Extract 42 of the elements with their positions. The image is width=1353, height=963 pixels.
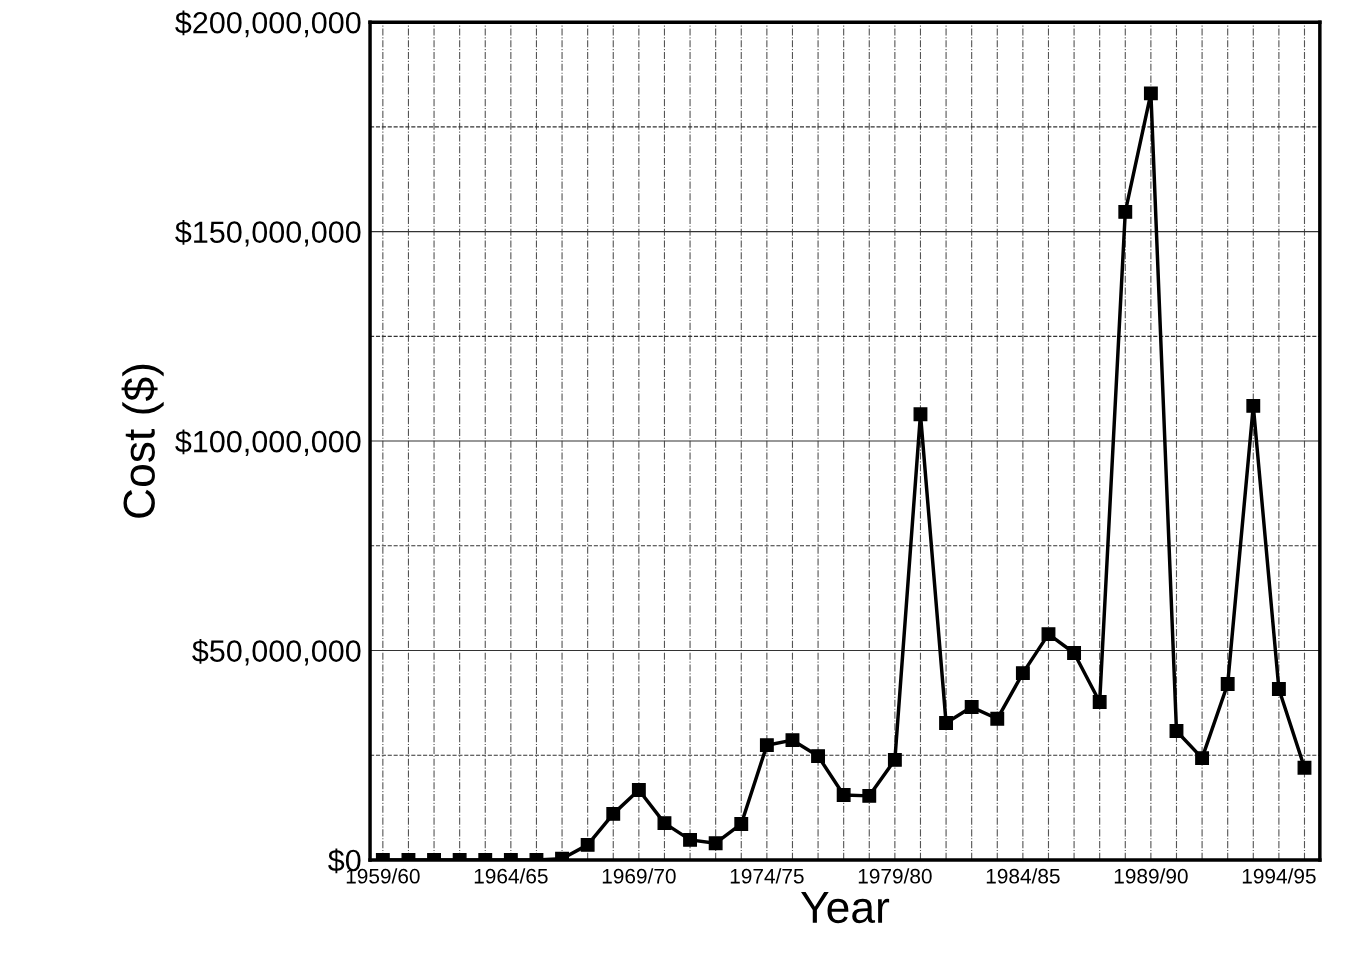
point: [683, 832, 698, 847]
x-tick-label: 1964/65: [474, 868, 548, 884]
x-axis-title: Year: [801, 892, 890, 924]
point: [708, 836, 723, 851]
point: [1246, 398, 1261, 413]
y-axis-title: Cost ($): [121, 364, 164, 518]
point: [1220, 677, 1235, 691]
point: [836, 788, 851, 802]
point: [1271, 682, 1286, 696]
point: [785, 733, 800, 748]
point: [939, 716, 954, 730]
point: [862, 788, 877, 803]
point: [734, 816, 749, 831]
x-tick-label: 1969/70: [602, 868, 676, 884]
y-tick-label: $100,000,000: [175, 429, 361, 457]
y-tick-label: $150,000,000: [175, 220, 361, 247]
point: [1169, 723, 1184, 738]
point: [1297, 760, 1312, 775]
point: [913, 407, 928, 422]
point: [657, 816, 672, 831]
point: [1041, 627, 1056, 642]
point: [1092, 695, 1107, 709]
point: [631, 783, 646, 797]
x-tick-label: 1989/90: [1114, 868, 1188, 884]
point: [811, 749, 826, 764]
point: [887, 752, 902, 767]
point: [606, 806, 621, 821]
x-tick-label: 1984/85: [986, 868, 1060, 884]
point: [1118, 204, 1133, 219]
x-tick-label: 1974/75: [730, 868, 804, 884]
point: [964, 700, 979, 715]
point: [1015, 666, 1030, 681]
point: [1143, 86, 1158, 101]
point: [990, 711, 1005, 726]
point: [580, 837, 595, 852]
x-tick-label: 1994/95: [1242, 868, 1316, 884]
y-tick-label: $200,000,000: [175, 10, 361, 38]
point: [1195, 751, 1210, 766]
point: [759, 738, 774, 753]
y-tick-label: $50,000,000: [192, 638, 361, 666]
x-tick-label: 1979/80: [858, 868, 932, 884]
point: [1067, 646, 1082, 660]
